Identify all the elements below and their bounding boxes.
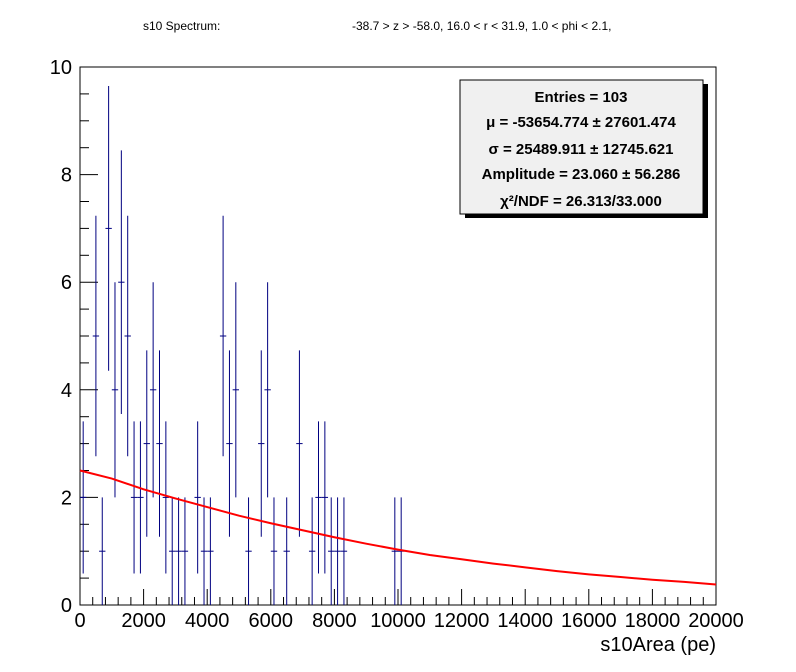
x-tick-label: 18000	[625, 610, 681, 632]
data-point	[200, 497, 208, 605]
x-tick-label: 12000	[434, 610, 490, 632]
data-point	[340, 497, 348, 605]
x-tick-label: 20000	[688, 610, 744, 632]
y-tick-label: 4	[61, 380, 72, 402]
data-point	[99, 497, 106, 605]
data-point	[258, 350, 265, 537]
data-point	[207, 497, 214, 605]
data-point	[296, 350, 303, 537]
data-point	[169, 497, 176, 605]
stats-chi2ndf: χ²/NDF = 26.313/33.000	[500, 193, 662, 210]
data-point	[111, 282, 119, 498]
y-tick-label: 8	[61, 165, 72, 187]
stats-box-panel	[459, 79, 704, 215]
data-point	[283, 497, 290, 605]
axis-tick-labels: 0 2000 4000 6000 8000 10000 12000 14000 16000 180…	[50, 57, 744, 632]
x-tick-label: 16000	[561, 610, 617, 632]
header-right-label: -38.7 > z > -58.0, 16.0 < r < 31.9, 1.0 …	[352, 19, 612, 33]
data-point	[80, 421, 87, 574]
y-tick-label: 6	[61, 272, 72, 294]
data-point	[232, 282, 239, 498]
data-point	[105, 86, 112, 371]
y-tick-label: 2	[61, 487, 72, 509]
x-tick-label: 4000	[185, 610, 230, 632]
x-tick-label: 6000	[249, 610, 294, 632]
data-point	[143, 350, 150, 537]
axis-ticks	[79, 66, 717, 606]
data-point	[162, 421, 170, 574]
stats-box: Entries = 103 μ = -53654.774 ± 27601.474…	[459, 79, 708, 218]
data-point	[137, 421, 144, 574]
data-point	[118, 150, 125, 414]
data-point	[270, 497, 278, 605]
x-axis-title: s10Area (pe)	[600, 634, 716, 656]
x-tick-label: 14000	[497, 610, 553, 632]
stats-mean: μ = -53654.774 ± 27601.474	[486, 114, 676, 131]
data-point	[245, 497, 252, 605]
x-tick-label: 2000	[121, 610, 166, 632]
data-point	[308, 497, 316, 605]
data-point	[334, 497, 341, 605]
stats-entries: Entries = 103	[535, 89, 628, 106]
data-point	[181, 497, 189, 605]
data-point	[124, 215, 131, 457]
data-points	[80, 86, 405, 605]
data-point	[264, 282, 271, 498]
data-point	[315, 421, 322, 574]
data-point	[175, 497, 182, 605]
data-point	[92, 215, 100, 457]
x-tick-label: 8000	[312, 610, 357, 632]
data-point	[219, 215, 227, 457]
header-left-label: s10 Spectrum:	[143, 19, 220, 33]
fit-curve	[79, 469, 717, 586]
y-tick-label: 0	[61, 595, 72, 617]
data-point	[130, 421, 138, 574]
data-point	[156, 350, 163, 537]
x-tick-label: 10000	[370, 610, 426, 632]
y-tick-label: 10	[50, 57, 72, 79]
data-point	[328, 497, 335, 605]
stats-amplitude: Amplitude = 23.060 ± 56.286	[482, 166, 681, 183]
x-tick-label: 0	[74, 610, 85, 632]
data-point	[194, 421, 201, 574]
stats-sigma: σ = 25489.911 ± 12745.621	[489, 141, 674, 158]
data-point	[321, 421, 329, 574]
data-point	[391, 497, 398, 605]
data-point	[226, 350, 233, 537]
data-point	[149, 282, 157, 498]
